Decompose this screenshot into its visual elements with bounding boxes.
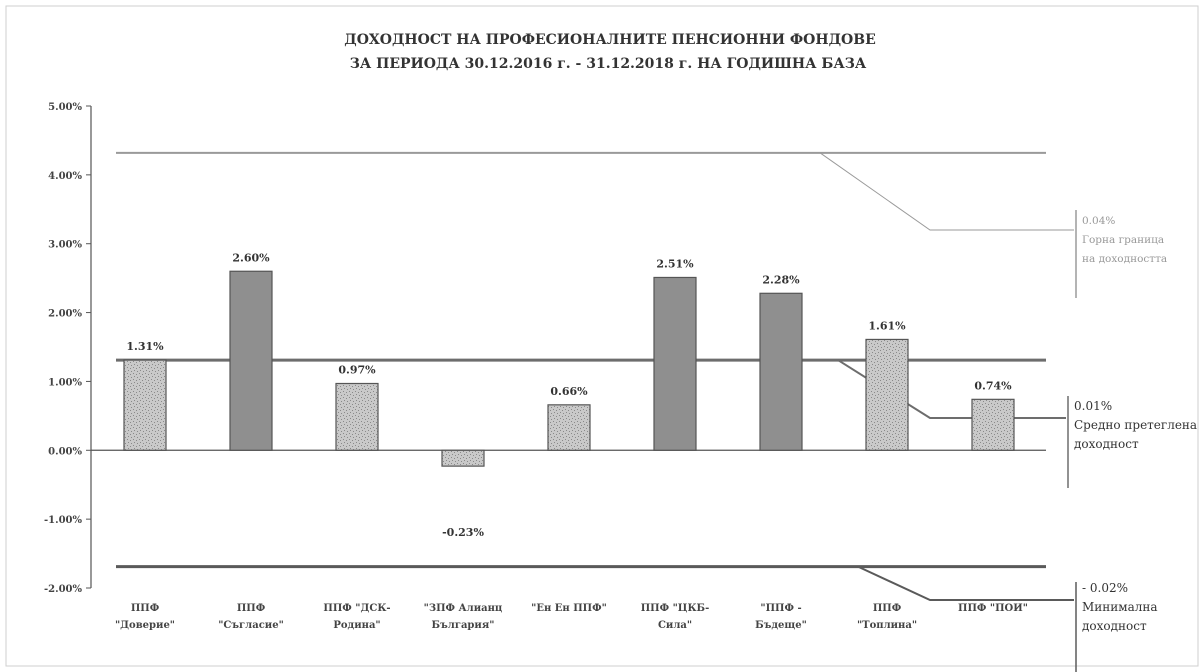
reference-annotation: Горна граница xyxy=(1082,234,1164,246)
category-label: ППФ "ПОИ" xyxy=(958,603,1028,614)
bar xyxy=(547,404,591,451)
reference-annotation: 0.04% xyxy=(1082,215,1115,227)
chart-title: ДОХОДНОСТ НА ПРОФЕСИОНАЛНИТЕ ПЕНСИОННИ Ф… xyxy=(344,32,876,48)
data-label: 2.60% xyxy=(232,251,270,264)
category-label: ППФ "ДСК- xyxy=(323,603,390,614)
category-label: Бъдеще" xyxy=(755,620,807,631)
category-label: България" xyxy=(432,620,495,631)
bar xyxy=(441,449,485,467)
data-label: 2.28% xyxy=(762,273,800,286)
y-tick-label: 4.00% xyxy=(48,171,82,182)
category-label: Родина" xyxy=(333,620,380,631)
leader-line xyxy=(857,565,1074,601)
bar xyxy=(229,270,273,451)
data-label: 0.97% xyxy=(338,363,376,376)
data-label: 2.51% xyxy=(656,257,694,270)
category-label: Сила" xyxy=(658,620,692,631)
data-labels: 1.31% 2.60% 0.97% -0.23% 0.66% 2.51% 2.28% 1.61… xyxy=(126,251,1012,539)
reference-annotation: на доходността xyxy=(1082,253,1167,265)
y-tick-label: 0.00% xyxy=(48,446,82,457)
y-tick-label: 2.00% xyxy=(48,309,82,320)
reference-annotations: 0.04% Горна граница на доходността 0.01% Сре… xyxy=(1074,215,1197,633)
reference-annotation: доходност xyxy=(1074,437,1139,451)
y-tick-label: 1.00% xyxy=(48,377,82,388)
y-tick-label: 3.00% xyxy=(48,240,82,251)
leader-line xyxy=(819,152,1074,231)
chart-frame xyxy=(5,5,1199,667)
bar xyxy=(335,382,379,451)
data-label: -0.23% xyxy=(442,526,484,539)
y-tick-label: -1.00% xyxy=(44,515,83,526)
category-label: "Топлина" xyxy=(857,620,917,631)
category-label: "ЗПФ Алианц xyxy=(424,603,503,614)
bar xyxy=(653,276,697,451)
bar xyxy=(971,398,1015,451)
reference-annotation: 0.01% xyxy=(1074,399,1112,413)
category-label: ППФ xyxy=(873,603,902,614)
bars xyxy=(123,270,1015,467)
bar xyxy=(123,359,167,451)
data-label: 1.61% xyxy=(868,319,906,332)
data-label: 1.31% xyxy=(126,340,164,353)
bar xyxy=(759,292,803,451)
reference-annotation: Минимална xyxy=(1082,600,1158,614)
bar xyxy=(865,338,909,451)
reference-annotation: - 0.02% xyxy=(1082,581,1128,595)
category-label: ППФ xyxy=(131,603,160,614)
category-label: "Доверие" xyxy=(115,620,175,631)
reference-annotation: доходност xyxy=(1082,619,1147,633)
y-tick-label: -2.00% xyxy=(44,584,83,595)
reference-annotation: Средно претеглена xyxy=(1074,418,1197,432)
category-label: "ППФ - xyxy=(760,603,801,614)
data-label: 0.66% xyxy=(550,385,588,398)
category-label: ППФ "ЦКБ- xyxy=(641,603,710,614)
data-label: 0.74% xyxy=(974,379,1012,392)
y-tick-label: 5.00% xyxy=(48,102,82,113)
chart-subtitle: ЗА ПЕРИОДА 30.12.2016 г. - 31.12.2018 г.… xyxy=(350,56,867,72)
category-label: "Ен Ен ППФ" xyxy=(531,603,607,614)
category-label: "Съгласие" xyxy=(218,620,284,631)
category-labels: ППФ "Доверие" ППФ "Съгласие" ППФ "ДСК- Родина… xyxy=(115,603,1028,631)
category-label: ППФ xyxy=(237,603,266,614)
